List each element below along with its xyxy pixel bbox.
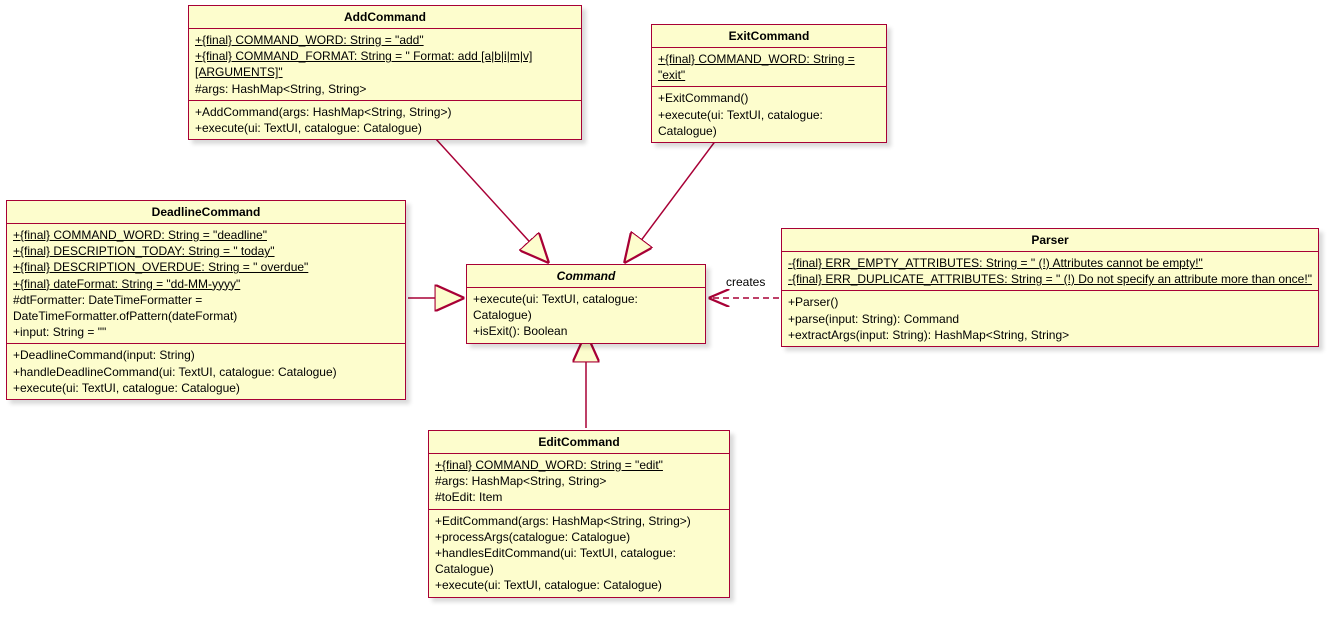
attr: #args: HashMap<String, String> [195, 82, 366, 96]
attr: +{final} COMMAND_WORD: String = "add" [195, 33, 424, 47]
op: +execute(ui: TextUI, catalogue: Catalogu… [195, 121, 422, 135]
class-title: DeadlineCommand [7, 201, 405, 224]
attr: -{final} ERR_EMPTY_ATTRIBUTES: String = … [788, 256, 1203, 270]
attrs: +{final} COMMAND_WORD: String = "exit" [652, 48, 886, 87]
attr: +{final} COMMAND_WORD: String = "edit" [435, 458, 663, 472]
op: +execute(ui: TextUI, catalogue: Catalogu… [13, 381, 240, 395]
op: +EditCommand(args: HashMap<String, Strin… [435, 514, 691, 528]
attrs: -{final} ERR_EMPTY_ATTRIBUTES: String = … [782, 252, 1318, 291]
attr: #args: HashMap<String, String> [435, 474, 606, 488]
attrs: +{final} COMMAND_WORD: String = "edit" #… [429, 454, 729, 510]
op: +DeadlineCommand(input: String) [13, 348, 195, 362]
ops: +EditCommand(args: HashMap<String, Strin… [429, 510, 729, 597]
edge-add-to-command [425, 127, 548, 262]
op: +execute(ui: TextUI, catalogue: Catalogu… [658, 108, 823, 138]
op: +execute(ui: TextUI, catalogue: Catalogu… [473, 292, 638, 322]
edge-label-creates: creates [726, 275, 765, 289]
op: +execute(ui: TextUI, catalogue: Catalogu… [435, 578, 662, 592]
op: +AddCommand(args: HashMap<String, String… [195, 105, 451, 119]
ops: +AddCommand(args: HashMap<String, String… [189, 101, 581, 139]
attr: #toEdit: Item [435, 490, 502, 504]
op: +parse(input: String): Command [788, 312, 959, 326]
ops: +Parser() +parse(input: String): Command… [782, 291, 1318, 346]
class-command: Command +execute(ui: TextUI, catalogue: … [466, 264, 706, 344]
attrs: +{final} COMMAND_WORD: String = "deadlin… [7, 224, 405, 344]
class-addcommand: AddCommand +{final} COMMAND_WORD: String… [188, 5, 582, 140]
class-deadlinecommand: DeadlineCommand +{final} COMMAND_WORD: S… [6, 200, 406, 400]
op: +processArgs(catalogue: Catalogue) [435, 530, 630, 544]
class-title: EditCommand [429, 431, 729, 454]
ops: +ExitCommand() +execute(ui: TextUI, cata… [652, 87, 886, 142]
attr: -{final} ERR_DUPLICATE_ATTRIBUTES: Strin… [788, 272, 1312, 286]
ops: +execute(ui: TextUI, catalogue: Catalogu… [467, 288, 705, 343]
op: +isExit(): Boolean [473, 324, 567, 338]
ops: +DeadlineCommand(input: String) +handleD… [7, 344, 405, 399]
class-parser: Parser -{final} ERR_EMPTY_ATTRIBUTES: St… [781, 228, 1319, 347]
attrs: +{final} COMMAND_WORD: String = "add" +{… [189, 29, 581, 101]
attr: +{final} DESCRIPTION_OVERDUE: String = "… [13, 260, 308, 274]
attr: +{final} COMMAND_WORD: String = "exit" [658, 52, 855, 82]
class-editcommand: EditCommand +{final} COMMAND_WORD: Strin… [428, 430, 730, 598]
op: +extractArgs(input: String): HashMap<Str… [788, 328, 1069, 342]
attr: #dtFormatter: DateTimeFormatter = DateTi… [13, 293, 237, 323]
attr: +{final} dateFormat: String = "dd-MM-yyy… [13, 277, 240, 291]
class-title: AddCommand [189, 6, 581, 29]
class-title: Parser [782, 229, 1318, 252]
class-title: ExitCommand [652, 25, 886, 48]
class-title: Command [467, 265, 705, 288]
op: +handlesEditCommand(ui: TextUI, catalogu… [435, 546, 676, 576]
attr: +{final} DESCRIPTION_TODAY: String = " t… [13, 244, 275, 258]
op: +Parser() [788, 295, 838, 309]
op: +handleDeadlineCommand(ui: TextUI, catal… [13, 365, 337, 379]
class-exitcommand: ExitCommand +{final} COMMAND_WORD: Strin… [651, 24, 887, 143]
attr: +input: String = "" [13, 325, 106, 339]
op: +ExitCommand() [658, 91, 748, 105]
attr: +{final} COMMAND_FORMAT: String = " Form… [195, 49, 532, 79]
attr: +{final} COMMAND_WORD: String = "deadlin… [13, 228, 267, 242]
